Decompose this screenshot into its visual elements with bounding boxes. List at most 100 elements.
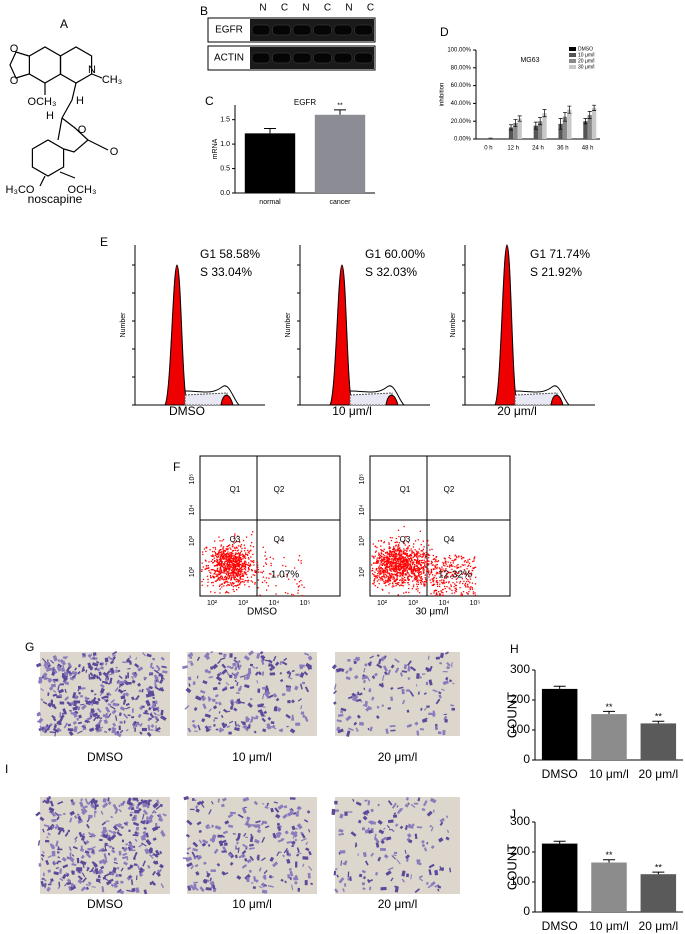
event-dot bbox=[469, 587, 470, 588]
event-dot bbox=[397, 571, 398, 572]
event-dot bbox=[376, 547, 377, 548]
event-dot bbox=[407, 553, 408, 554]
event-dot bbox=[409, 545, 410, 546]
y-axis-label: COUNT bbox=[504, 692, 519, 738]
stained-cell bbox=[369, 887, 371, 891]
stained-cell bbox=[99, 839, 103, 841]
event-dot bbox=[242, 558, 243, 559]
y-tick-label: 300 bbox=[510, 662, 530, 676]
stained-cell bbox=[204, 879, 208, 884]
stained-cell bbox=[56, 824, 59, 825]
event-dot bbox=[238, 581, 239, 582]
event-dot bbox=[227, 548, 228, 549]
event-dot bbox=[220, 552, 221, 553]
stained-cell bbox=[77, 718, 79, 721]
event-dot bbox=[407, 546, 408, 547]
event-dot bbox=[208, 570, 209, 571]
stained-cell bbox=[115, 670, 117, 673]
event-dot bbox=[468, 586, 469, 587]
event-dot bbox=[378, 579, 379, 580]
event-dot bbox=[434, 575, 435, 576]
event-dot bbox=[219, 592, 220, 593]
event-dot bbox=[413, 569, 414, 570]
lane-label: N bbox=[259, 3, 266, 14]
event-dot bbox=[425, 555, 426, 556]
event-dot bbox=[379, 568, 380, 569]
event-dot bbox=[466, 592, 467, 593]
event-dot bbox=[466, 581, 467, 582]
band bbox=[314, 53, 332, 63]
event-dot bbox=[394, 571, 395, 572]
band bbox=[355, 25, 373, 35]
event-dot bbox=[392, 537, 393, 538]
event-dot bbox=[205, 551, 206, 552]
event-dot bbox=[391, 554, 392, 555]
stained-cell bbox=[148, 725, 150, 730]
event-dot bbox=[264, 555, 265, 556]
event-dot bbox=[384, 549, 385, 550]
event-dot bbox=[449, 587, 450, 588]
event-dot bbox=[434, 561, 435, 562]
stained-cell bbox=[287, 700, 290, 703]
event-dot bbox=[228, 565, 229, 566]
event-dot bbox=[406, 561, 407, 562]
event-dot bbox=[465, 586, 466, 587]
event-dot bbox=[219, 588, 220, 589]
event-dot bbox=[239, 561, 240, 562]
event-dot bbox=[429, 549, 430, 550]
legend-swatch bbox=[569, 47, 576, 51]
event-dot bbox=[217, 553, 218, 554]
event-dot bbox=[445, 560, 446, 561]
event-dot bbox=[236, 562, 237, 563]
band bbox=[334, 53, 352, 63]
event-dot bbox=[247, 571, 248, 572]
event-dot bbox=[409, 564, 410, 565]
event-dot bbox=[411, 569, 412, 570]
event-dot bbox=[387, 576, 388, 577]
event-dot bbox=[445, 558, 446, 559]
event-dot bbox=[394, 542, 395, 543]
event-dot bbox=[425, 577, 426, 578]
stained-cell bbox=[127, 858, 128, 860]
event-dot bbox=[234, 568, 235, 569]
event-dot bbox=[437, 586, 438, 587]
event-dot bbox=[228, 592, 229, 593]
stained-cell bbox=[125, 675, 127, 679]
band bbox=[314, 25, 332, 35]
stained-cell bbox=[348, 811, 352, 812]
stained-cell bbox=[38, 840, 40, 845]
event-dot bbox=[233, 576, 234, 577]
event-dot bbox=[404, 553, 405, 554]
event-dot bbox=[453, 562, 454, 563]
event-dot bbox=[420, 554, 421, 555]
event-dot bbox=[397, 576, 398, 577]
event-dot bbox=[225, 566, 226, 567]
event-dot bbox=[416, 560, 417, 561]
event-dot bbox=[423, 568, 424, 569]
event-dot bbox=[275, 593, 276, 594]
stained-cell bbox=[157, 826, 160, 828]
event-dot bbox=[244, 581, 245, 582]
stained-cell bbox=[155, 823, 157, 827]
event-dot bbox=[214, 551, 215, 552]
image-caption: DMSO bbox=[87, 750, 123, 764]
event-dot bbox=[201, 569, 202, 570]
event-dot bbox=[389, 548, 390, 549]
event-dot bbox=[376, 576, 377, 577]
event-dot bbox=[401, 558, 402, 559]
stained-cell bbox=[154, 680, 156, 685]
event-dot bbox=[378, 540, 379, 541]
event-dot bbox=[237, 550, 238, 551]
stained-cell bbox=[130, 850, 136, 852]
event-dot bbox=[245, 558, 246, 559]
event-dot bbox=[254, 583, 255, 584]
event-dot bbox=[252, 531, 253, 532]
stained-cell bbox=[77, 858, 80, 863]
event-dot bbox=[239, 580, 240, 581]
event-dot bbox=[376, 561, 377, 562]
lane-label: C bbox=[367, 3, 374, 14]
event-dot bbox=[463, 581, 464, 582]
event-dot bbox=[213, 547, 214, 548]
event-dot bbox=[429, 579, 430, 580]
